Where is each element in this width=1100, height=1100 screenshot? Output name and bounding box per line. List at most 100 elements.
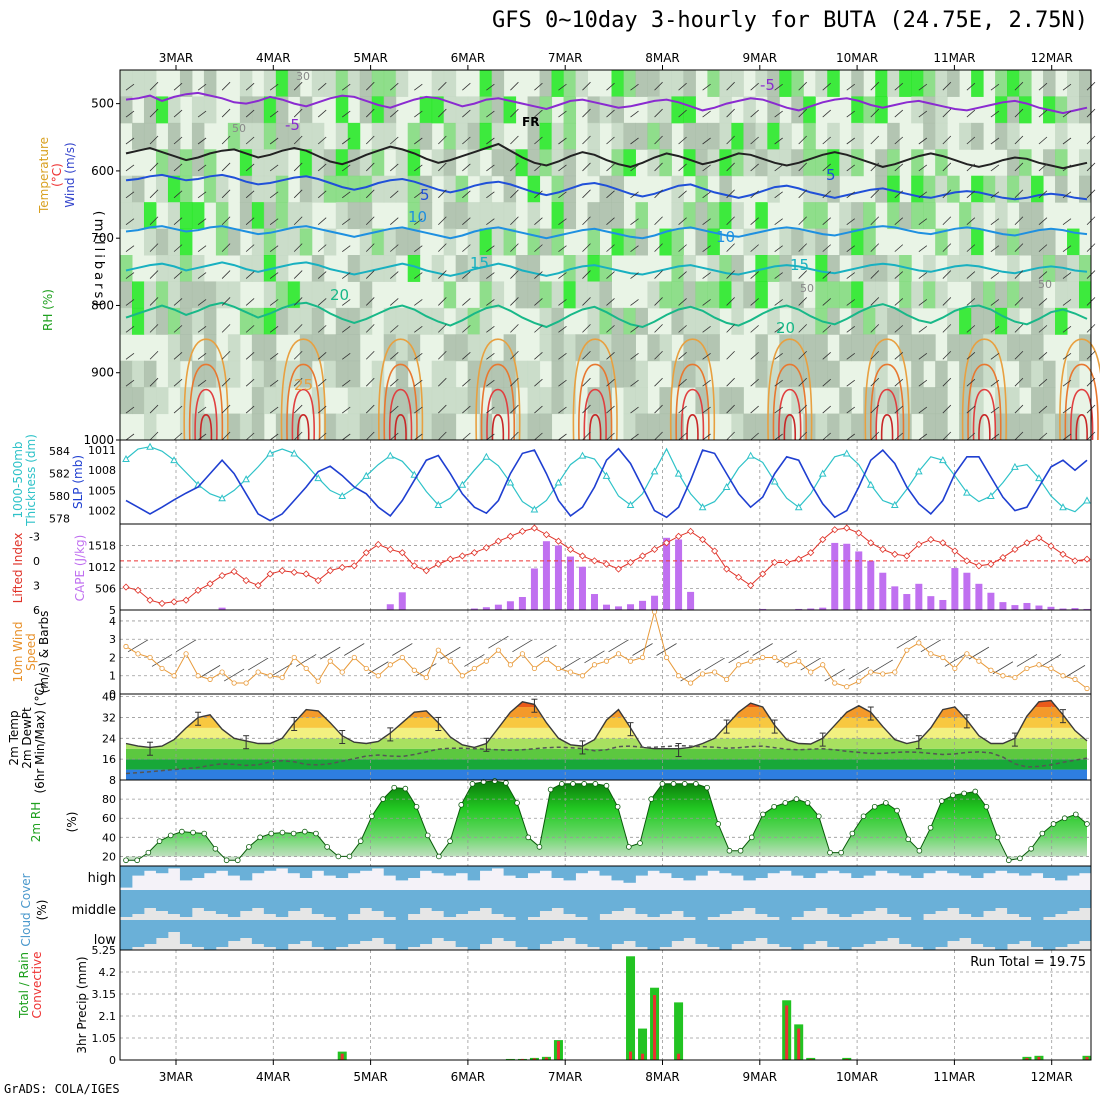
li-point [951,547,959,555]
wind-barb [582,324,591,333]
cloud-cell [575,920,588,944]
rh-cell [383,96,397,124]
rh-cell [275,281,289,309]
rh-cell [935,96,948,124]
rh-cell [539,387,553,415]
cloud-cell [131,866,145,876]
rh-area [126,781,1087,861]
wind-barb [558,218,567,226]
cloud-cell [995,890,1008,908]
tick-label: 4.2 [99,966,117,979]
rh-cell [431,96,445,124]
rh-cell [911,175,924,203]
rh-cell [167,175,181,203]
wind-speed-point [543,656,550,662]
wind-barb [702,83,711,91]
warm-contour [291,388,315,441]
rh-cell [347,255,361,282]
rh-cell [587,387,601,415]
slp-line [125,447,1088,522]
rh-cell [731,149,744,177]
rh-cell [120,360,133,388]
thickness-point [362,471,371,479]
rh-cell [227,122,241,150]
rh-cell [383,334,397,362]
wind-barb [1062,110,1072,118]
li-point [987,560,995,568]
rh-cell [863,255,876,282]
wind-barb [846,245,855,252]
rh-cell [203,175,217,203]
thickness-point [1035,474,1043,482]
wind-barb [245,271,255,279]
rh-cell [1031,307,1044,335]
precip-convective-bar [340,1053,344,1060]
cloud-cell [971,866,984,878]
wind-barb [822,325,831,333]
cloud-cell [263,866,277,871]
wind-barb [151,654,173,667]
wind-barb [317,217,327,226]
rh-cell [539,334,553,362]
wind-speed-point [832,680,838,686]
cloud-cell [515,890,528,920]
rh-cell [251,149,265,177]
wind-barb [606,82,615,91]
cloud-cell [923,890,936,914]
rh-cell [899,281,912,309]
rh-cell [287,202,301,230]
wind-speed-point [760,654,766,661]
cloud-cell [791,920,804,950]
wind-barb [1038,325,1048,333]
rh-cell [779,281,792,309]
wind-speed-point [1012,674,1018,681]
rh-cell [455,122,469,150]
precip-convective-bar [544,1057,548,1060]
tick-label: 700 [91,231,114,245]
wind-barb [365,404,375,414]
cloud-cell [395,920,409,950]
cloud-cell [683,866,696,881]
thickness-point [338,491,347,499]
wind-speed-point [531,665,538,672]
wind-barb [966,163,976,172]
wind-barb [656,643,677,656]
wind-speed-point [495,647,501,653]
rh-cell [983,307,996,335]
rh-cell [371,413,385,441]
rh-cell [359,413,373,441]
wind-barb [197,83,207,91]
li-point [879,545,887,553]
wind-barb [966,378,976,387]
wind-speed-point [615,651,622,657]
rh-cell [1079,70,1092,97]
wind-barb [846,110,855,118]
wind-barb [1038,405,1048,414]
wind-barb [438,216,447,226]
thickness-point [578,451,587,459]
wind-barb [558,299,567,306]
wind-barb [654,377,663,387]
rh-cell [299,307,313,335]
warm-contour [280,338,326,441]
tick-label: 578 [49,512,70,525]
wind-barb [462,325,471,333]
thickness-point [626,500,635,508]
rh-cell [875,307,888,335]
wind-barb [365,243,375,252]
rh-cell [707,334,720,362]
cloud-cell [347,866,361,874]
rh-cell [263,202,277,230]
wind-barb [1062,245,1072,252]
wind-barb [558,245,567,252]
wind-barb [822,351,831,360]
rh-cell [707,122,720,150]
wind-barb [365,162,375,172]
li-point [386,545,394,553]
rh-cell [239,70,253,97]
rh-cell [779,70,792,97]
wind-barb [125,218,135,226]
warm-contour [388,388,413,441]
wind-barb [269,137,279,145]
wind-barb [390,82,399,91]
